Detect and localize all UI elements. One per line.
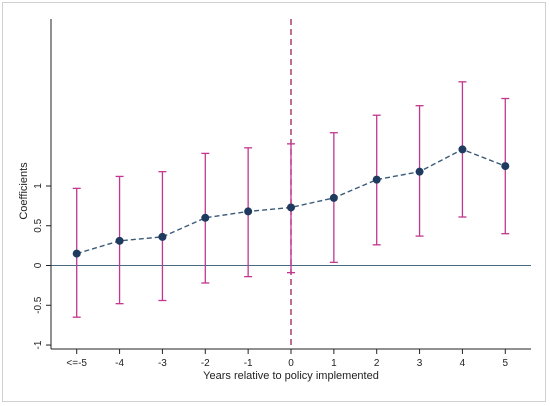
coefficient-point [158, 232, 167, 241]
coefficient-point [458, 145, 467, 154]
coefficient-point [72, 249, 81, 258]
coefficient-point [115, 236, 124, 245]
x-axis-title: Years relative to policy implemented [203, 370, 379, 382]
coefficient-points [72, 145, 510, 258]
axes [46, 19, 531, 354]
x-tick-label: -4 [115, 358, 124, 369]
coefficient-point [201, 213, 210, 222]
x-tick-label: 3 [417, 358, 423, 369]
y-tick-label: -0.5 [33, 296, 44, 314]
coefficient-point [244, 207, 253, 216]
chart-frame: <=-5 -4 -3 -2 -1 0 1 2 3 4 5 -1 -0.5 0 0.5 1 Years rela… [2, 2, 546, 402]
x-tick-label: <=-5 [66, 358, 87, 369]
x-tick-label: 1 [331, 358, 337, 369]
y-tick-label: 0.5 [33, 218, 44, 232]
x-tick-label: -1 [244, 358, 253, 369]
x-tick-label: -2 [201, 358, 210, 369]
coefficient-point [501, 162, 510, 171]
coefficient-point [415, 167, 424, 176]
x-tick-label: 4 [460, 358, 466, 369]
coefficient-point [329, 193, 338, 202]
y-axis-title: Coefficients [18, 162, 30, 220]
coefficient-line [76, 148, 506, 255]
coefficient-point [287, 203, 295, 212]
x-tick-label: -3 [158, 358, 167, 369]
x-tick-label: 5 [503, 358, 509, 369]
y-tick-label: 0 [33, 262, 44, 268]
y-tick-label: 1 [33, 183, 44, 189]
x-tick-label: 2 [374, 358, 380, 369]
y-tick-label: -1 [33, 340, 44, 349]
coefficient-point [372, 175, 381, 184]
coefficient-connector [76, 148, 506, 255]
event-study-plot: <=-5 -4 -3 -2 -1 0 1 2 3 4 5 -1 -0.5 0 0.5 1 Years rela… [18, 19, 531, 382]
tick-labels: <=-5 -4 -3 -2 -1 0 1 2 3 4 5 -1 -0.5 0 0.5 1 [33, 183, 509, 369]
x-tick-label: 0 [288, 358, 294, 369]
